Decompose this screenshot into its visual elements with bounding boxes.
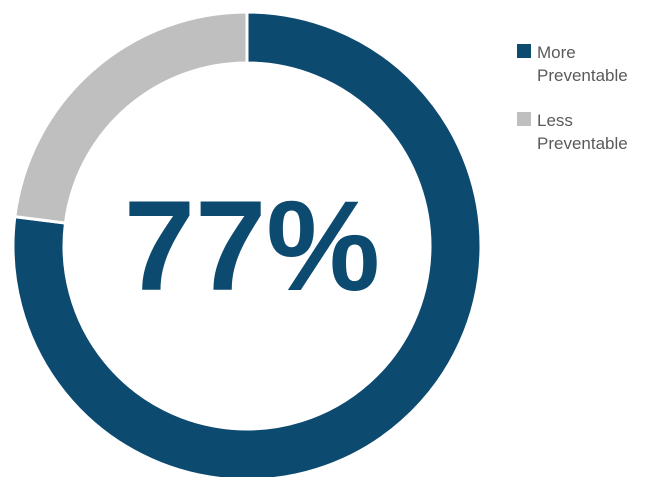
legend-label-more-preventable: More Preventable [537, 41, 647, 87]
center-percentage-label: 77% [124, 175, 380, 318]
legend-swatch-more-preventable [517, 44, 531, 58]
legend-swatch-less-preventable [517, 112, 531, 126]
legend-item-more-preventable: More Preventable [517, 41, 652, 87]
donut-chart: 77% [0, 0, 500, 477]
legend-label-less-preventable: Less Preventable [537, 109, 647, 155]
legend-item-less-preventable: Less Preventable [517, 109, 652, 155]
legend: More Preventable Less Preventable [517, 41, 652, 177]
